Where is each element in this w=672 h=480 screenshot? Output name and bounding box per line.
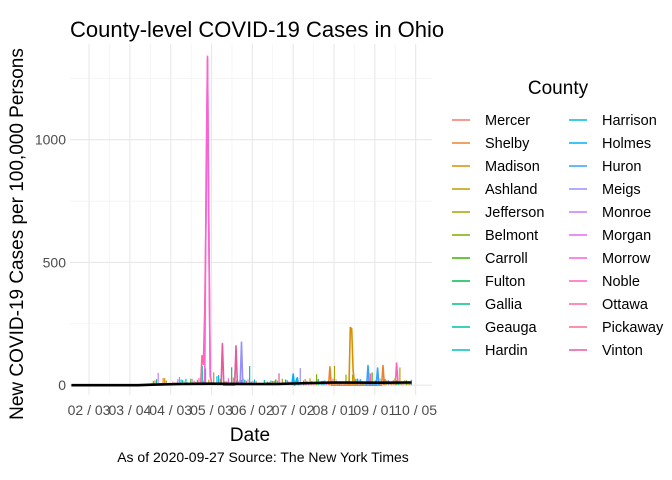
legend-label-jefferson: Jefferson [485, 205, 544, 221]
x-axis-title: Date [230, 425, 270, 446]
legend-label-hardin: Hardin [485, 343, 528, 359]
x-tick-label-8: 10 / 05 [394, 402, 437, 418]
legend-label-madison: Madison [485, 159, 540, 175]
chart-title: County-level COVID-19 Cases in Ohio [70, 17, 444, 42]
series-line-noble [394, 362, 399, 386]
legend-label-ashland: Ashland [485, 182, 537, 198]
series-layer [71, 55, 412, 387]
legend-label-huron: Huron [602, 159, 642, 175]
x-tick-label-1: 03 / 04 [108, 402, 151, 418]
x-tick-label-0: 02 / 03 [68, 402, 111, 418]
y-tick-label-2: 1000 [35, 132, 66, 148]
caption: As of 2020-09-27 Source: The New York Ti… [117, 449, 409, 465]
x-tick-label-3: 05 / 03 [190, 402, 233, 418]
legend-label-pickaway: Pickaway [602, 320, 664, 336]
grid [70, 44, 432, 395]
legend-title: County [528, 78, 589, 99]
y-tick-label-1: 500 [43, 254, 67, 270]
legend-label-holmes: Holmes [602, 136, 651, 152]
y-axis-title: New COVID-19 Cases per 100,000 Persons [7, 48, 28, 420]
series-line-shelby [327, 364, 386, 386]
legend-label-mercer: Mercer [485, 113, 530, 129]
legend-label-geauga: Geauga [485, 320, 538, 336]
legend-label-gallia: Gallia [485, 297, 523, 313]
legend-label-carroll: Carroll [485, 251, 528, 267]
x-tick-label-6: 08 / 01 [313, 402, 356, 418]
series-line-huron [365, 364, 380, 386]
x-tick-label-7: 09 / 01 [353, 402, 396, 418]
x-tick-label-5: 07 / 02 [272, 402, 315, 418]
legend-label-noble: Noble [602, 274, 640, 290]
y-tick-labels: 0 500 1000 [35, 132, 66, 393]
legend-label-monroe: Monroe [602, 205, 651, 221]
legend-label-vinton: Vinton [602, 343, 643, 359]
legend-label-shelby: Shelby [485, 136, 530, 152]
legend-label-fulton: Fulton [485, 274, 525, 290]
legend-label-morgan: Morgan [602, 228, 651, 244]
series-line-holmes [291, 373, 300, 386]
x-tick-label-2: 04 / 03 [149, 402, 192, 418]
y-tick-label-0: 0 [58, 377, 66, 393]
series-line-morrow [203, 55, 211, 386]
legend-label-morrow: Morrow [602, 251, 651, 267]
legend-label-harrison: Harrison [602, 113, 657, 129]
series-line-monroe [239, 341, 244, 386]
x-tick-label-4: 06 / 02 [231, 402, 274, 418]
series-line-madison [348, 326, 356, 386]
legend: County Mercer Shelby Madison Ashland Jeffers… [452, 78, 664, 359]
legend-label-belmont: Belmont [485, 228, 538, 244]
series-line-ohio [71, 381, 412, 387]
legend-label-meigs: Meigs [602, 182, 641, 198]
series-line-vinton [220, 342, 239, 386]
legend-label-ottawa: Ottawa [602, 297, 649, 313]
